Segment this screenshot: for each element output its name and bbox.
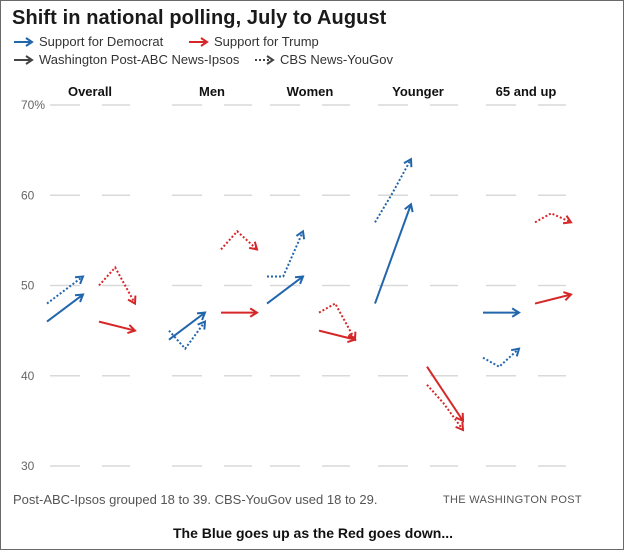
arrowhead-trump-cbs <box>127 295 137 306</box>
group-label: Men <box>199 84 225 99</box>
arrow-trump-cbs <box>534 212 572 224</box>
group-label: Younger <box>392 84 444 99</box>
arrowhead-trump-wapo <box>455 412 465 423</box>
arrow-democrat-wapo <box>168 311 206 341</box>
arrowhead-trump-cbs <box>562 215 573 225</box>
y-tick-label: 30 <box>21 459 35 473</box>
arrow-trump-cbs <box>98 265 136 305</box>
legend-trump-label: Support for Trump <box>214 34 319 49</box>
y-tick-label: 40 <box>21 369 35 383</box>
arrow-trump-wapo <box>318 329 356 341</box>
arrowhead-democrat-cbs <box>74 275 85 285</box>
source-credit: THE WASHINGTON POST <box>443 494 582 506</box>
arrowhead-trump-cbs <box>347 331 357 342</box>
arrow-democrat-cbs <box>267 230 304 278</box>
arrowhead-democrat-wapo <box>404 202 414 213</box>
blue-arrow-icon <box>14 36 34 47</box>
arrowhead-trump-cbs <box>248 241 259 251</box>
arrow-democrat-cbs <box>482 347 520 368</box>
arrowhead-democrat-wapo <box>196 311 207 321</box>
solid-arrow-icon <box>14 54 34 65</box>
group-label: Women <box>287 84 334 99</box>
y-tick-label: 50 <box>21 279 35 293</box>
arrow-democrat-wapo <box>266 275 304 305</box>
legend-trump: Support for Trump <box>188 34 319 49</box>
legend-wapo-label: Washington Post-ABC News-Ipsos <box>39 52 240 67</box>
arrow-democrat-wapo <box>374 203 412 304</box>
y-tick-label: 70% <box>21 98 45 112</box>
arrow-trump-wapo <box>426 366 464 422</box>
arrowhead-trump-cbs <box>455 421 465 432</box>
arrow-democrat-wapo <box>46 293 84 323</box>
group-label: 65 and up <box>496 84 557 99</box>
arrow-trump-wapo <box>98 320 136 332</box>
arrowhead-trump-wapo <box>249 307 259 318</box>
red-arrow-icon <box>189 36 209 47</box>
arrow-trump-cbs <box>318 302 356 341</box>
y-tick-label: 60 <box>21 188 35 202</box>
arrowhead-democrat-wapo <box>511 307 521 318</box>
arrowhead-democrat-wapo <box>294 275 305 285</box>
dotted-arrow-icon <box>255 54 275 65</box>
arrowhead-trump-wapo <box>563 291 573 301</box>
arrowhead-democrat-cbs <box>403 157 413 168</box>
arrowhead-trump-wapo <box>127 324 137 334</box>
arrow-democrat-cbs <box>374 158 412 223</box>
legend-cbs: CBS News-YouGov <box>254 52 393 67</box>
group-label: Overall <box>68 84 112 99</box>
arrow-democrat-cbs <box>168 321 206 351</box>
footnote: Post-ABC-Ipsos grouped 18 to 39. CBS-You… <box>13 492 378 507</box>
legend-cbs-label: CBS News-YouGov <box>280 52 393 67</box>
arrowhead-democrat-wapo <box>74 293 85 303</box>
legend-democrat-label: Support for Democrat <box>39 34 164 49</box>
arrowhead-democrat-cbs <box>197 320 207 330</box>
arrow-trump-cbs <box>220 229 258 251</box>
arrow-democrat-cbs <box>46 275 84 305</box>
arrowhead-democrat-cbs <box>295 229 306 240</box>
arrow-trump-cbs <box>426 384 464 431</box>
legend-wapo: Washington Post-ABC News-Ipsos <box>13 52 239 67</box>
caption: The Blue goes up as the Red goes down... <box>172 525 454 541</box>
arrowhead-democrat-cbs <box>510 347 521 357</box>
legend-democrat: Support for Democrat <box>13 34 163 49</box>
chart-title: Shift in national polling, July to Augus… <box>12 7 387 29</box>
arrow-trump-wapo <box>534 293 572 305</box>
